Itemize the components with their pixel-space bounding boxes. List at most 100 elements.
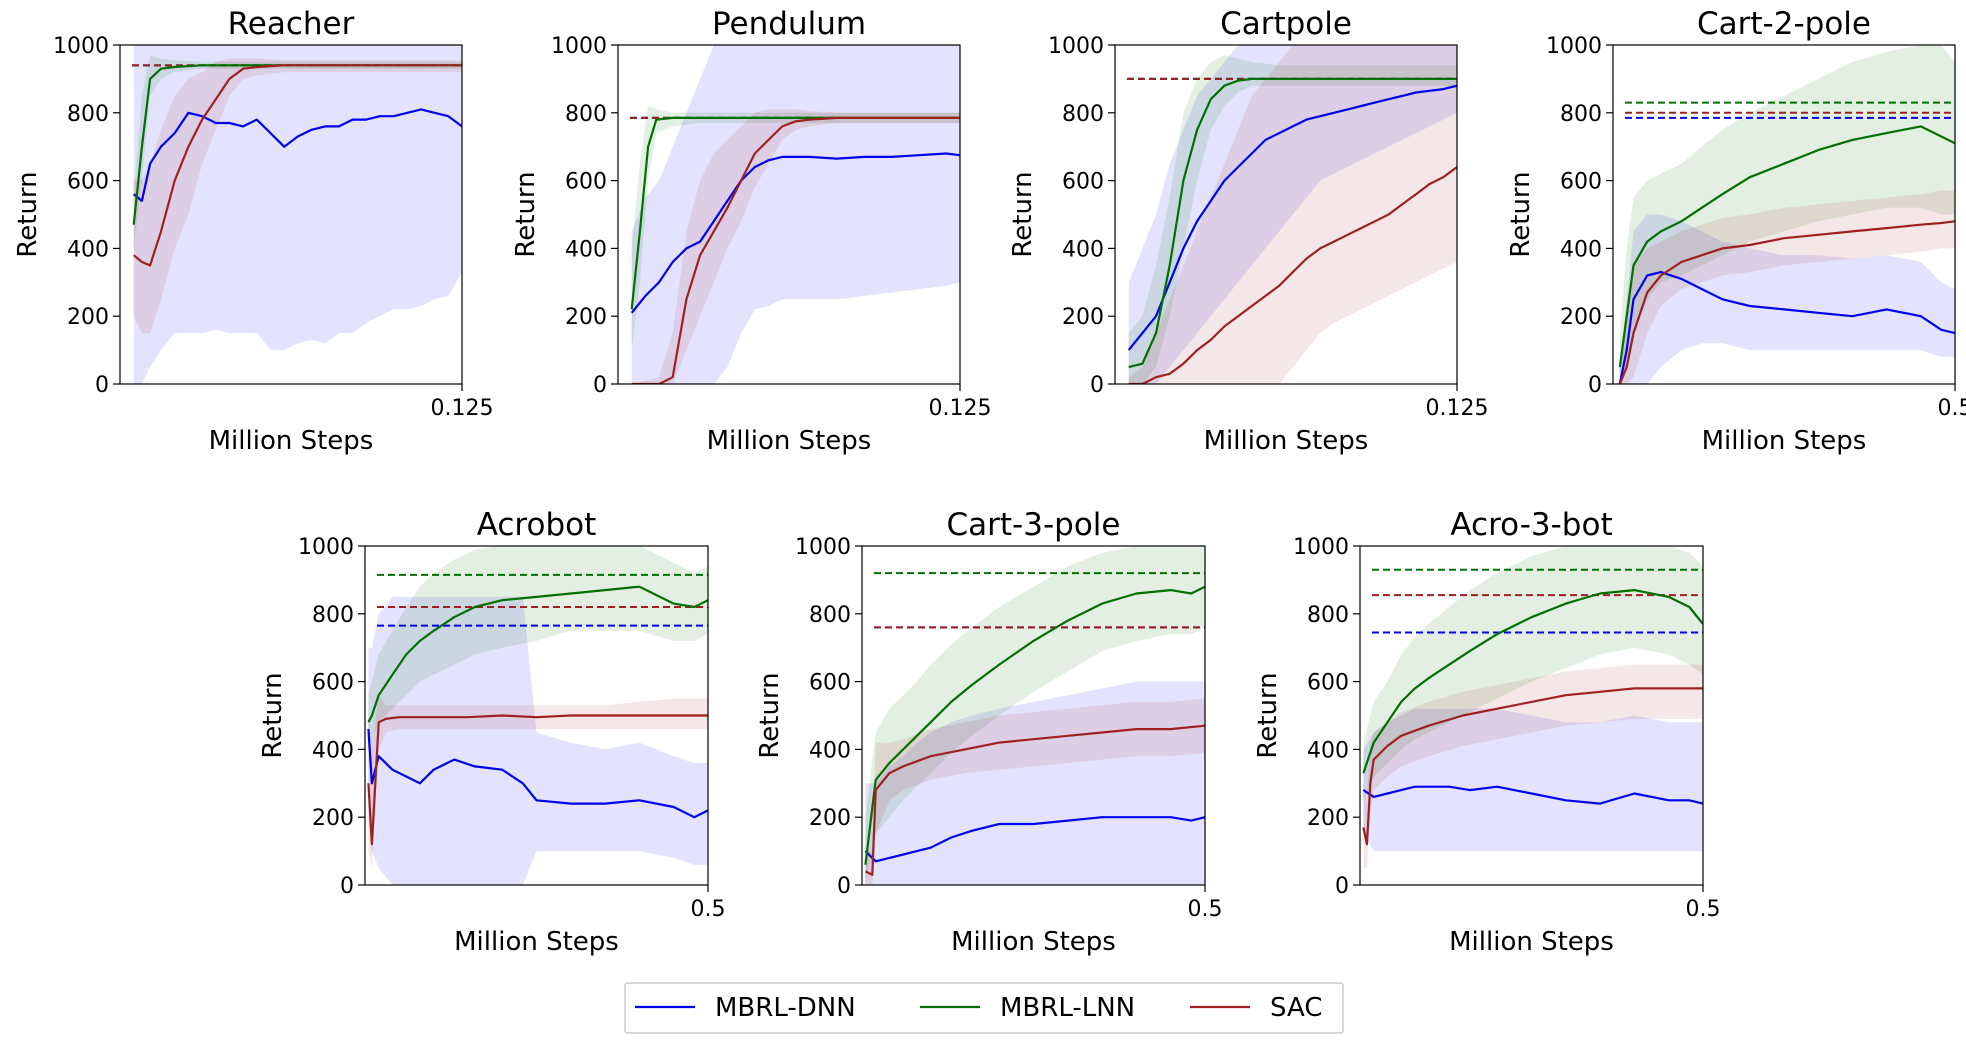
y-tick-label: 400 — [312, 738, 354, 763]
plot-area-acrobot — [367, 546, 708, 885]
axes-frame-cartpole — [1114, 44, 1458, 385]
chart-title: Reacher — [228, 6, 355, 42]
axes-frame-cart-3-pole — [861, 545, 1206, 886]
band-mbrl-dnn — [1363, 708, 1703, 852]
y-tick-label: 0 — [593, 373, 607, 398]
band-sac — [631, 109, 960, 384]
chart-pendulum: 0 200 400 600 800 1000 0.125 Pendulum Million St… — [511, 6, 991, 456]
x-tick-label: 0.5 — [1938, 396, 1966, 421]
band-mbrl-lnn — [1619, 45, 1955, 384]
series-line-mbrl-lnn — [367, 585, 708, 723]
chart-cartpole: 0 200 400 600 800 1000 0.125 Cartpole Million St… — [1008, 6, 1488, 456]
chart-title: Cart-2-pole — [1697, 6, 1871, 42]
band-sac — [1619, 190, 1955, 384]
y-tick-label: 600 — [565, 170, 607, 195]
series-line-mbrl-dnn — [1127, 84, 1457, 351]
y-tick-label: 0 — [837, 874, 851, 899]
y-tick-label: 600 — [1062, 170, 1104, 195]
plot-area-cart-2-pole — [1618, 45, 1955, 384]
chart-title: Acrobot — [477, 507, 597, 543]
series-line-mbrl-dnn — [630, 152, 960, 314]
y-axis-label: Return — [13, 171, 43, 257]
band-mbrl-dnn — [1619, 214, 1955, 384]
legend-label-mbrl-dnn: MBRL-DNN — [715, 993, 856, 1023]
chart-title: Cart-3-pole — [947, 507, 1121, 543]
y-axis-label: Return — [1506, 171, 1536, 257]
x-tick-label: 0.5 — [1188, 897, 1223, 922]
band-mbrl-dnn — [865, 681, 1205, 885]
y-tick-label: 800 — [312, 603, 354, 628]
chart-title: Cartpole — [1220, 6, 1352, 42]
x-tick-label: 0.5 — [1686, 897, 1721, 922]
series-line-mbrl-lnn — [1362, 588, 1703, 774]
y-tick-label: 0 — [340, 874, 354, 899]
plot-area-cartpole — [1126, 45, 1457, 384]
y-tick-label: 600 — [67, 170, 109, 195]
y-tick-label: 0 — [1335, 874, 1349, 899]
series-line-mbrl-lnn — [1618, 125, 1955, 368]
band-mbrl-lnn — [1363, 546, 1703, 801]
y-tick-label: 200 — [1307, 806, 1349, 831]
chart-acrobot: 0 200 400 600 800 1000 0.5 Acrobot Million Steps… — [258, 507, 726, 957]
plot-area-pendulum — [629, 45, 960, 384]
chart-title: Acro-3-bot — [1450, 507, 1612, 543]
y-tick-label: 800 — [1062, 102, 1104, 127]
x-tick-label: 0.125 — [929, 396, 992, 421]
series-line-mbrl-dnn — [133, 108, 462, 202]
legend-label-mbrl-lnn: MBRL-LNN — [1000, 993, 1135, 1023]
y-tick-label: 200 — [565, 305, 607, 330]
series-line-mbrl-dnn — [367, 729, 708, 819]
series-line-sac — [864, 724, 1205, 876]
series-line-sac — [1362, 687, 1703, 846]
y-tick-label: 800 — [67, 102, 109, 127]
axes-frame-acro-3-bot — [1359, 545, 1704, 886]
y-tick-label: 400 — [1062, 237, 1104, 262]
y-tick-label: 600 — [1307, 671, 1349, 696]
series-line-mbrl-lnn — [864, 585, 1205, 865]
axes-frame-reacher — [119, 44, 463, 385]
series-line-sac — [367, 714, 708, 846]
band-sac — [865, 698, 1205, 885]
band-mbrl-dnn — [368, 596, 708, 885]
legend-entry-sac: SAC — [1190, 993, 1322, 1023]
axes-frame-acrobot — [364, 545, 709, 886]
chart-acro-3-bot: 0 200 400 600 800 1000 0.5 Acro-3-bot Million St… — [1253, 507, 1721, 957]
x-axis-label: Million Steps — [951, 927, 1116, 957]
legend-entry-mbrl-dnn: MBRL-DNN — [635, 993, 856, 1023]
y-axis-label: Return — [755, 672, 785, 758]
band-sac — [368, 695, 708, 868]
y-axis-label: Return — [1253, 672, 1283, 758]
y-tick-label: 800 — [809, 603, 851, 628]
y-tick-label: 200 — [1560, 305, 1602, 330]
chart-cart-3-pole: 0 200 400 600 800 1000 0.5 Cart-3-pole Million S… — [755, 507, 1223, 957]
y-tick-label: 200 — [809, 806, 851, 831]
axes-frame-cart-2-pole — [1612, 44, 1956, 385]
series-line-mbrl-lnn — [1128, 77, 1457, 369]
x-axis-label: Million Steps — [1204, 426, 1369, 456]
x-axis-label: Million Steps — [454, 927, 619, 957]
y-tick-label: 800 — [565, 102, 607, 127]
y-tick-label: 600 — [809, 671, 851, 696]
band-mbrl-lnn — [368, 546, 708, 750]
y-axis-label: Return — [1008, 171, 1038, 257]
x-tick-label: 0.125 — [1426, 396, 1489, 421]
band-sac — [1128, 45, 1457, 384]
y-tick-label: 0 — [1090, 373, 1104, 398]
series-line-sac — [132, 64, 462, 267]
band-mbrl-dnn — [133, 45, 462, 384]
y-tick-label: 400 — [809, 738, 851, 763]
y-tick-label: 1000 — [551, 34, 607, 59]
legend: MBRL-DNN MBRL-LNN SAC — [624, 982, 1344, 1034]
y-axis-label: Return — [258, 672, 288, 758]
legend-box — [624, 982, 1344, 1034]
y-tick-label: 400 — [1307, 738, 1349, 763]
chart-reacher: 0 200 400 600 800 1000 0.125 Reacher Million Ste… — [13, 6, 493, 456]
y-tick-label: 400 — [67, 237, 109, 262]
chart-title: Pendulum — [712, 6, 866, 42]
band-sac — [133, 58, 462, 334]
series-line-mbrl-dnn — [864, 816, 1205, 863]
y-tick-label: 600 — [312, 671, 354, 696]
y-tick-label: 1000 — [298, 535, 354, 560]
band-mbrl-lnn — [865, 546, 1205, 885]
y-tick-label: 1000 — [53, 34, 109, 59]
